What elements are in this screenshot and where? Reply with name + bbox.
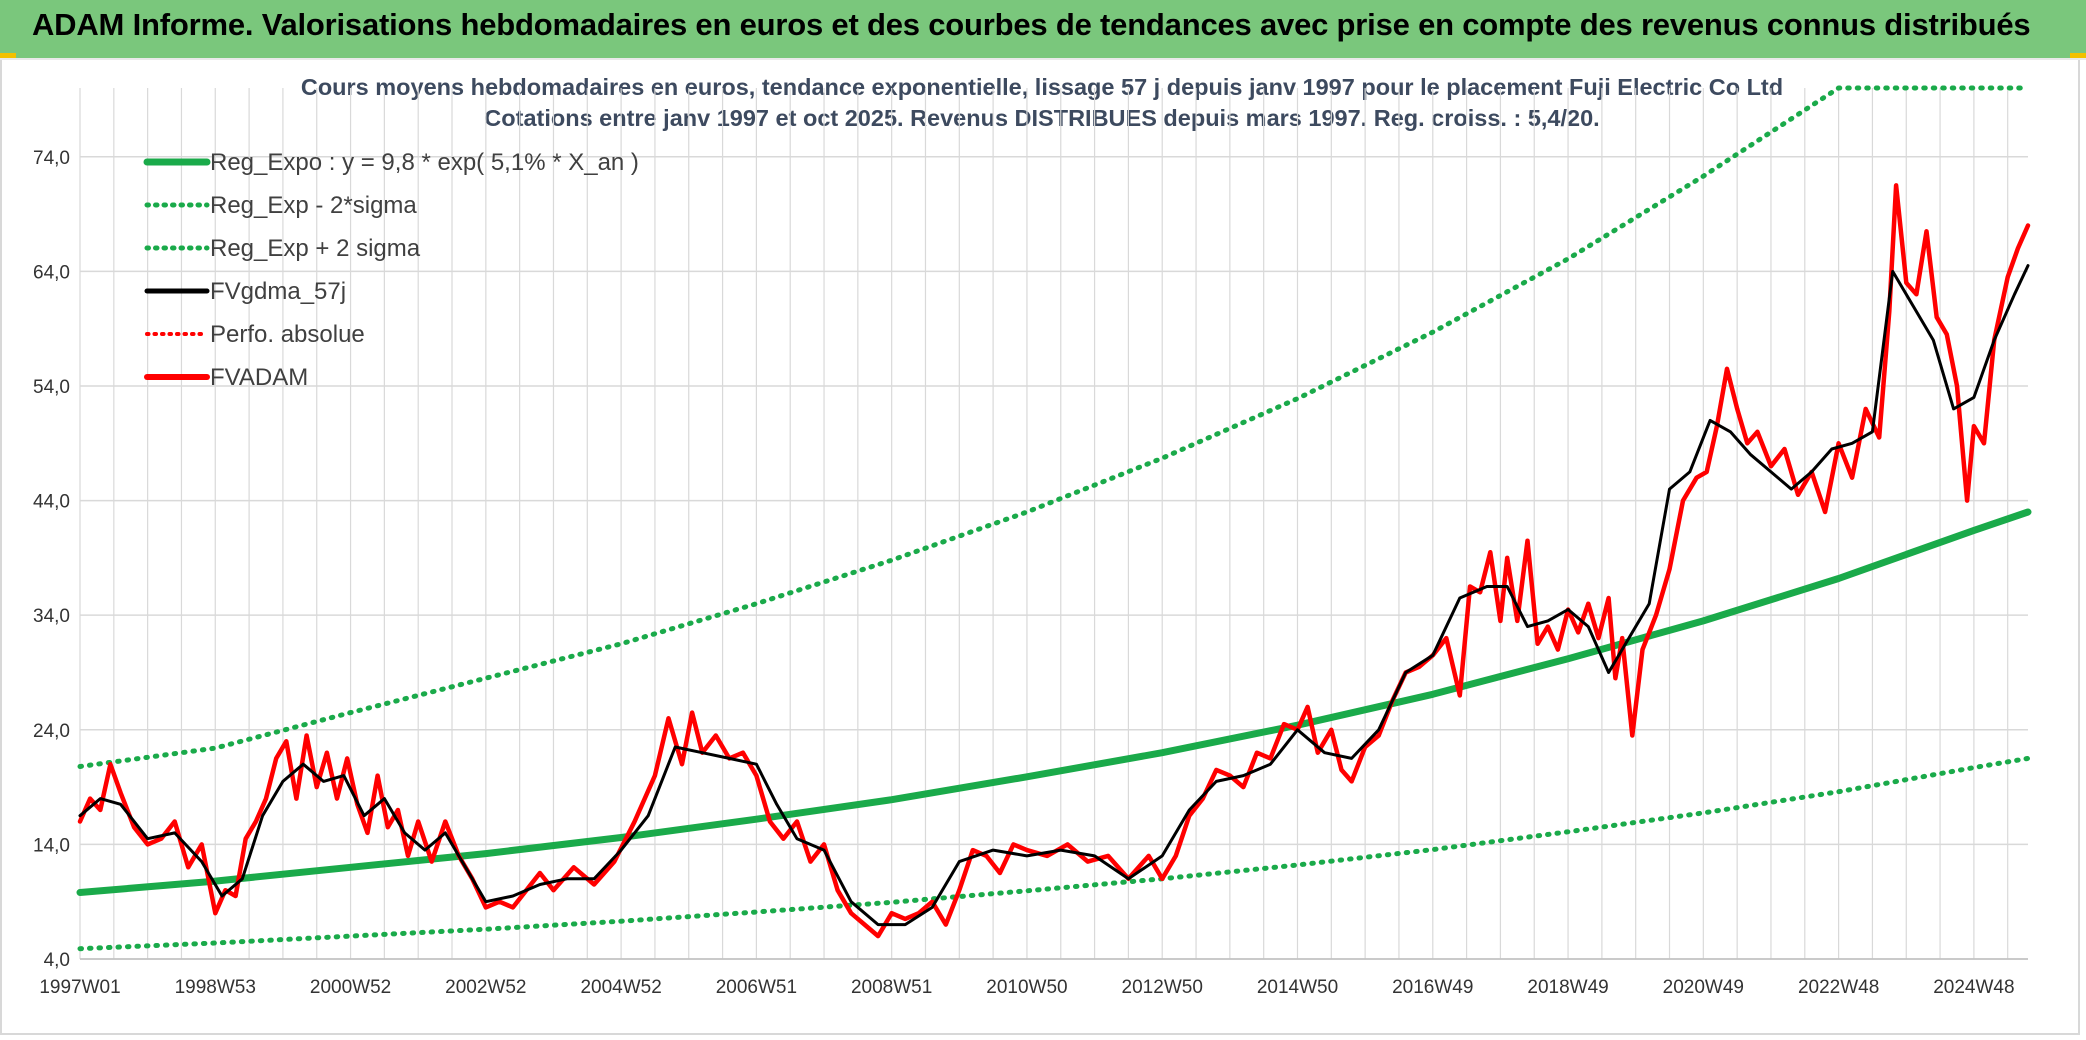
chart-axes: 4,0 14,0 24,0 34,0 44,0 54,0 64,0 74,0 1997W01 19…	[33, 148, 2028, 998]
y-tick-label: 4,0	[44, 950, 70, 971]
x-tick-label: 2004W52	[580, 977, 661, 998]
series-fvadam-line	[77, 183, 2031, 939]
chart-area: Cours moyens hebdomadaires en euros, ten…	[0, 60, 2080, 1035]
x-tick-label: 2024W48	[1933, 977, 2014, 998]
chart-series	[76, 85, 2032, 952]
chart-legend: Reg_Expo : y = 9,8 * exp( 5,1% * X_an ) R…	[143, 149, 639, 391]
legend-label: FVADAM	[210, 364, 308, 391]
x-tick-label: 2000W52	[310, 977, 391, 998]
legend-label: Reg_Exp + 2 sigma	[210, 235, 421, 262]
x-tick-label: 2016W49	[1392, 977, 1473, 998]
y-tick-label: 44,0	[33, 492, 70, 513]
report-banner-title: ADAM Informe. Valorisations hebdomadaire…	[32, 7, 2031, 42]
legend-label: Reg_Expo : y = 9,8 * exp( 5,1% * X_an )	[210, 149, 639, 176]
banner-corner-left	[0, 53, 16, 58]
banner-corner-right	[2070, 53, 2086, 58]
y-tick-label: 74,0	[33, 148, 70, 169]
x-tick-label: 2006W51	[716, 977, 797, 998]
x-tick-label: 2012W50	[1122, 977, 1203, 998]
y-tick-label: 24,0	[33, 721, 70, 742]
x-tick-label: 2010W50	[986, 977, 1067, 998]
chart-svg: Cours moyens hebdomadaires en euros, ten…	[33, 74, 2032, 998]
y-tick-label: 54,0	[33, 377, 70, 398]
report-banner: ADAM Informe. Valorisations hebdomadaire…	[0, 0, 2086, 60]
series-fvgdma-57j-line	[78, 264, 2030, 927]
y-tick-label: 34,0	[33, 606, 70, 627]
series-reg-plus-2sigma-line	[77, 85, 2031, 769]
x-tick-label: 2020W49	[1663, 977, 1744, 998]
legend-label: FVgdma_57j	[210, 278, 346, 305]
x-tick-label: 1997W01	[39, 977, 120, 998]
series-reg-minus-2sigma-line	[77, 755, 2031, 952]
x-tick-label: 2022W48	[1798, 977, 1879, 998]
y-tick-label: 14,0	[33, 835, 70, 856]
series-reg-expo-line	[76, 508, 2032, 896]
x-tick-label: 2002W52	[445, 977, 526, 998]
x-tick-label: 2014W50	[1257, 977, 1338, 998]
x-tick-label: 1998W53	[175, 977, 256, 998]
y-tick-label: 64,0	[33, 262, 70, 283]
chart-grid	[79, 88, 2028, 960]
x-tick-label: 2008W51	[851, 977, 932, 998]
legend-label: Reg_Exp - 2*sigma	[210, 192, 417, 219]
chart-title-line-1: Cours moyens hebdomadaires en euros, ten…	[301, 74, 1783, 100]
legend-label: Perfo. absolue	[210, 321, 365, 348]
chart-title-line-2: Cotations entre janv 1997 et oct 2025. R…	[484, 105, 1599, 131]
x-tick-label: 2018W49	[1527, 977, 1608, 998]
